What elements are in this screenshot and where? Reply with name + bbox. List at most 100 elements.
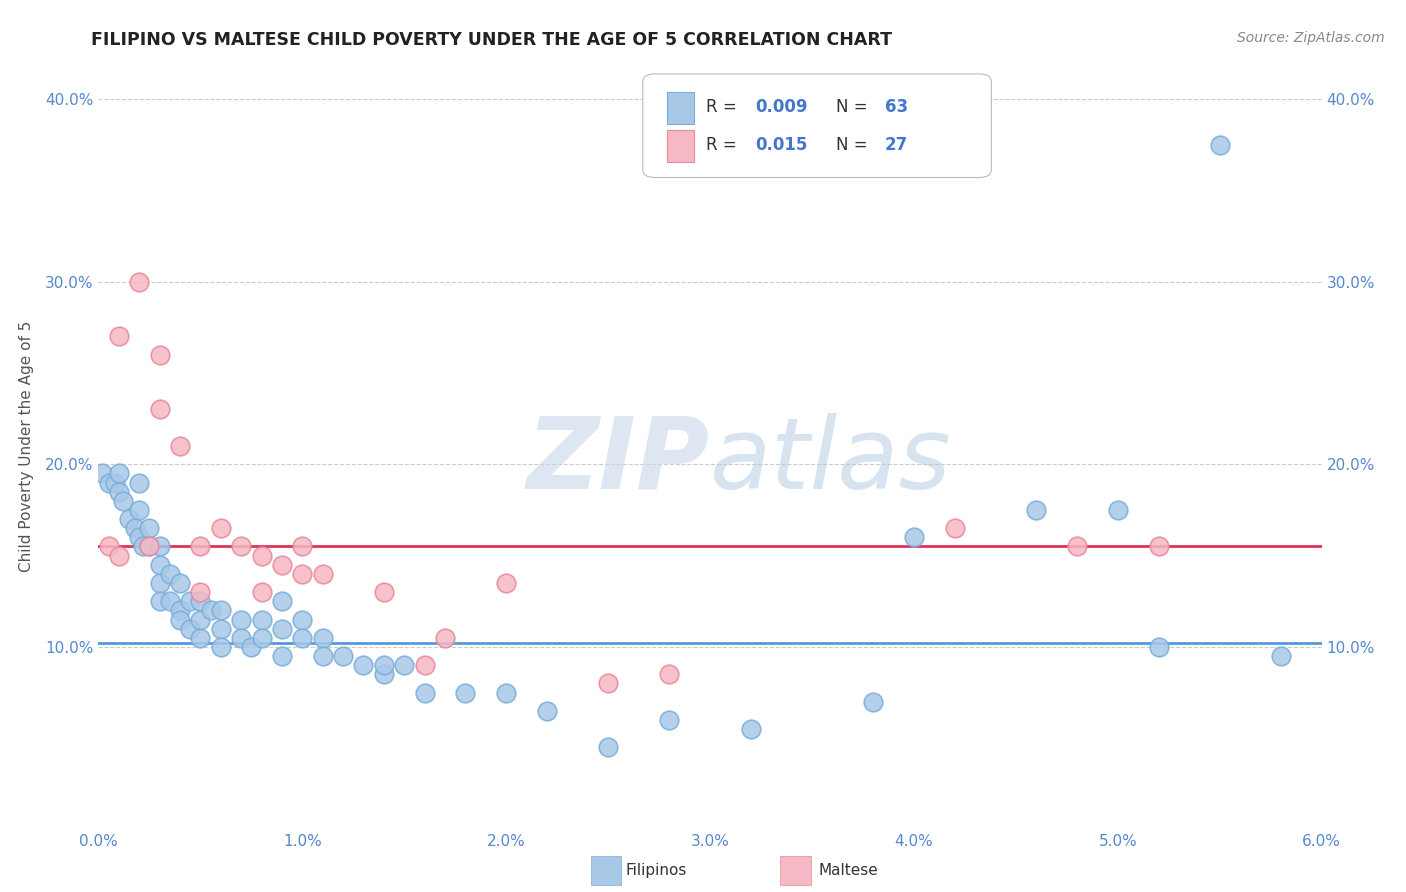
Point <box>291 540 314 554</box>
Point <box>97 540 120 554</box>
Point <box>903 530 925 544</box>
Point <box>943 521 966 535</box>
Point <box>149 540 172 554</box>
Point <box>240 640 263 654</box>
Point <box>231 613 253 627</box>
Point <box>128 475 150 490</box>
Point <box>169 439 191 453</box>
Point <box>124 521 146 535</box>
Point <box>311 648 335 663</box>
Point <box>270 594 292 608</box>
Point <box>598 676 620 690</box>
Point <box>179 622 201 636</box>
Text: N =: N = <box>837 98 873 116</box>
Point <box>138 540 160 554</box>
Point <box>108 329 131 343</box>
Text: N =: N = <box>837 136 873 154</box>
Point <box>169 576 191 591</box>
Point <box>270 558 292 572</box>
Point <box>111 493 134 508</box>
Point <box>128 503 150 517</box>
Point <box>454 685 477 699</box>
Point <box>373 585 395 599</box>
Point <box>159 594 181 608</box>
Text: R =: R = <box>706 136 742 154</box>
Point <box>138 540 160 554</box>
Point <box>188 585 212 599</box>
Point <box>104 475 127 490</box>
Text: Filipinos: Filipinos <box>626 863 688 878</box>
Point <box>132 540 155 554</box>
Point <box>169 603 191 617</box>
Point <box>250 585 273 599</box>
Text: 63: 63 <box>884 98 908 116</box>
Point <box>658 667 681 681</box>
Point <box>536 704 558 718</box>
Point <box>188 594 212 608</box>
Point <box>1107 503 1129 517</box>
Point <box>373 667 395 681</box>
Text: 0.009: 0.009 <box>755 98 808 116</box>
Point <box>495 685 517 699</box>
Point <box>91 467 114 481</box>
Text: 27: 27 <box>884 136 908 154</box>
Text: 0.015: 0.015 <box>755 136 807 154</box>
Point <box>1147 640 1170 654</box>
Text: Source: ZipAtlas.com: Source: ZipAtlas.com <box>1237 31 1385 45</box>
Point <box>200 603 222 617</box>
Point <box>1066 540 1088 554</box>
Point <box>250 549 273 563</box>
Point <box>311 566 335 581</box>
Point <box>862 695 884 709</box>
Point <box>291 613 314 627</box>
Point <box>149 402 172 417</box>
Point <box>291 566 314 581</box>
Point <box>188 540 212 554</box>
Point <box>128 275 150 289</box>
Point <box>231 631 253 645</box>
Point <box>169 613 191 627</box>
Point <box>250 631 273 645</box>
Point <box>270 648 292 663</box>
Point <box>373 658 395 673</box>
Point <box>209 521 232 535</box>
Text: ZIP: ZIP <box>527 413 710 510</box>
Point <box>209 640 232 654</box>
Point <box>108 549 131 563</box>
Point <box>433 631 456 645</box>
Text: Maltese: Maltese <box>818 863 877 878</box>
Point <box>209 603 232 617</box>
Point <box>231 540 253 554</box>
Point <box>495 576 517 591</box>
Point <box>179 594 201 608</box>
FancyBboxPatch shape <box>668 130 695 162</box>
Point <box>138 521 160 535</box>
Point <box>250 613 273 627</box>
Point <box>188 631 212 645</box>
Point <box>1270 648 1292 663</box>
Text: R =: R = <box>706 98 742 116</box>
Point <box>332 648 354 663</box>
Point <box>209 622 232 636</box>
Point <box>118 512 141 526</box>
Point <box>149 348 172 362</box>
Text: atlas: atlas <box>710 413 952 510</box>
Point <box>413 685 436 699</box>
Point <box>159 566 181 581</box>
Point <box>413 658 436 673</box>
Text: FILIPINO VS MALTESE CHILD POVERTY UNDER THE AGE OF 5 CORRELATION CHART: FILIPINO VS MALTESE CHILD POVERTY UNDER … <box>91 31 893 49</box>
Point <box>1208 137 1232 152</box>
Point <box>188 613 212 627</box>
Point <box>352 658 374 673</box>
Point <box>270 622 292 636</box>
Y-axis label: Child Poverty Under the Age of 5: Child Poverty Under the Age of 5 <box>18 320 34 572</box>
FancyBboxPatch shape <box>643 74 991 178</box>
Point <box>108 467 131 481</box>
Point <box>149 558 172 572</box>
FancyBboxPatch shape <box>668 92 695 124</box>
Point <box>108 484 131 499</box>
Point <box>740 722 762 736</box>
Point <box>658 713 681 727</box>
Point <box>392 658 416 673</box>
Point <box>291 631 314 645</box>
